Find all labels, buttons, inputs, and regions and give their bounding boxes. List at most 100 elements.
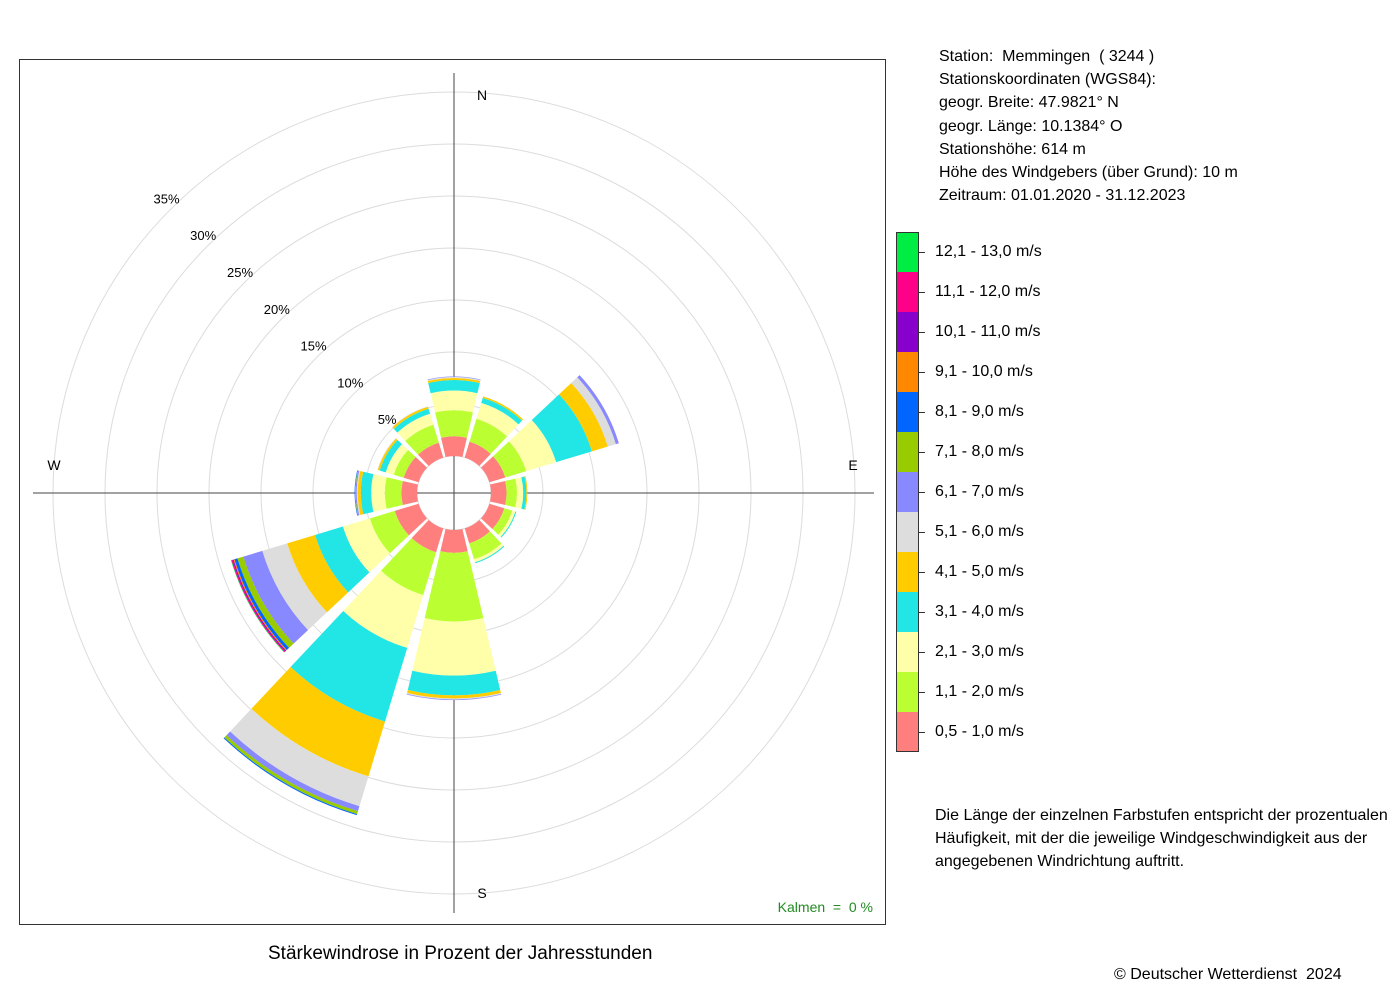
rose-segment	[237, 556, 294, 648]
legend-item: 10,1 - 11,0 m/s	[896, 312, 1356, 352]
chart-title: Stärkewindrose in Prozent der Jahresstun…	[268, 943, 653, 964]
legend-swatch	[896, 632, 919, 672]
rose-segment	[369, 510, 409, 554]
rose-segment	[505, 478, 518, 508]
legend-label: 11,1 - 12,0 m/s	[935, 283, 1041, 300]
legend-tick	[919, 292, 925, 293]
rose-segment	[360, 471, 374, 515]
rose-segment	[417, 442, 444, 467]
rose-segment	[474, 545, 505, 564]
rose-segment	[403, 456, 428, 483]
radial-tick-label: 30%	[190, 228, 216, 243]
wind-rose-chart: 5% 10% 15% 20% 25% 30% 35% N S W E	[33, 73, 874, 913]
rose-segment	[464, 519, 491, 544]
rose-segment	[492, 508, 513, 535]
legend-swatch	[896, 592, 919, 632]
rose-segment	[226, 731, 360, 812]
legend-swatch	[896, 552, 919, 592]
compass-label-w: W	[47, 457, 61, 473]
legend-label: 0,5 - 1,0 m/s	[935, 723, 1024, 740]
rose-segment	[357, 471, 364, 515]
rose-segment	[464, 441, 491, 467]
rose-segment	[427, 376, 481, 381]
legend-label: 3,1 - 4,0 m/s	[935, 603, 1024, 620]
station-name: Station: Memmingen ( 3244 )	[939, 48, 1155, 65]
rose-segment	[380, 538, 437, 596]
compass-label-e: E	[848, 457, 857, 473]
radial-tick-label: 20%	[264, 302, 290, 317]
legend-swatch	[896, 392, 919, 432]
rose-segment	[435, 410, 473, 438]
legend-item: 2,1 - 3,0 m/s	[896, 632, 1356, 672]
rose-segment	[571, 377, 616, 447]
rose-segment	[394, 503, 428, 536]
station-latitude: geogr. Breite: 47.9821° N	[939, 94, 1119, 112]
rose-segment	[521, 476, 527, 510]
legend-label: 7,1 - 8,0 m/s	[935, 443, 1024, 460]
rose-segment	[407, 670, 501, 696]
rose-segment	[315, 526, 370, 593]
legend-swatch	[896, 672, 919, 712]
legend-tick	[919, 372, 925, 373]
radial-tick-label: 5%	[378, 412, 397, 427]
station-elevation: Stationshöhe: 614 m	[939, 140, 1086, 158]
rose-segment	[440, 529, 468, 553]
radial-tick-label: 25%	[227, 265, 253, 280]
legend-item: 12,1 - 13,0 m/s	[896, 232, 1356, 272]
rose-segment	[509, 419, 557, 472]
rose-segment	[531, 394, 592, 463]
rose-segment	[243, 550, 308, 644]
legend-item: 0,5 - 1,0 m/s	[896, 712, 1356, 752]
legend-tick	[919, 652, 925, 653]
rose-segment	[469, 531, 502, 560]
rose-segment	[524, 476, 528, 510]
legend-swatch	[896, 312, 919, 352]
rose-segment	[441, 436, 467, 457]
legend-tick	[919, 452, 925, 453]
legend-label: 10,1 - 11,0 m/s	[935, 323, 1041, 340]
legend-item: 11,1 - 12,0 m/s	[896, 272, 1356, 312]
rose-segment	[343, 570, 424, 648]
rose-segment	[498, 510, 516, 537]
period: Zeitraum: 01.01.2020 - 31.12.2023	[939, 187, 1186, 205]
legend-tick	[919, 492, 925, 493]
rose-segment	[493, 441, 527, 478]
rose-segment	[290, 610, 408, 722]
rose-segment	[234, 558, 290, 651]
rose-segment	[430, 390, 478, 413]
rose-segment	[230, 708, 369, 807]
rose-segment	[406, 694, 502, 701]
rose-segment	[262, 543, 327, 631]
rose-segment	[428, 380, 480, 394]
rose-segment	[407, 690, 501, 699]
rose-segment	[474, 543, 504, 563]
rose-segment	[355, 470, 360, 516]
rose-segment	[354, 470, 358, 516]
radial-tick-label: 10%	[337, 375, 363, 390]
legend-swatch	[896, 352, 919, 392]
rose-segment	[577, 375, 619, 445]
legend-item: 6,1 - 7,0 m/s	[896, 472, 1356, 512]
legend-tick	[919, 532, 925, 533]
rose-segment	[384, 477, 403, 509]
legend-swatch	[896, 272, 919, 312]
rose-segment	[406, 693, 502, 700]
rose-segment	[500, 511, 517, 538]
rose-segment	[427, 378, 481, 384]
legend-item: 5,1 - 6,0 m/s	[896, 512, 1356, 552]
legend-tick	[919, 732, 925, 733]
rose-segment	[397, 413, 434, 442]
rose-segment	[476, 402, 519, 437]
rose-segment	[515, 477, 524, 509]
speed-legend: 12,1 - 13,0 m/s 11,1 - 12,0 m/s 10,1 - 11,…	[896, 232, 1356, 752]
legend-swatch	[896, 512, 919, 552]
rose-segment	[393, 449, 416, 478]
legend-item: 4,1 - 5,0 m/s	[896, 552, 1356, 592]
legend-item: 8,1 - 9,0 m/s	[896, 392, 1356, 432]
legend-label: 12,1 - 13,0 m/s	[935, 243, 1042, 260]
legend-tick	[919, 412, 925, 413]
rose-segment	[427, 376, 481, 382]
wind-rose-panel: 5% 10% 15% 20% 25% 30% 35% N S W E Kalmen = 0 %	[19, 59, 886, 925]
radial-tick-label: 35%	[153, 192, 179, 207]
rose-segment	[469, 418, 508, 454]
